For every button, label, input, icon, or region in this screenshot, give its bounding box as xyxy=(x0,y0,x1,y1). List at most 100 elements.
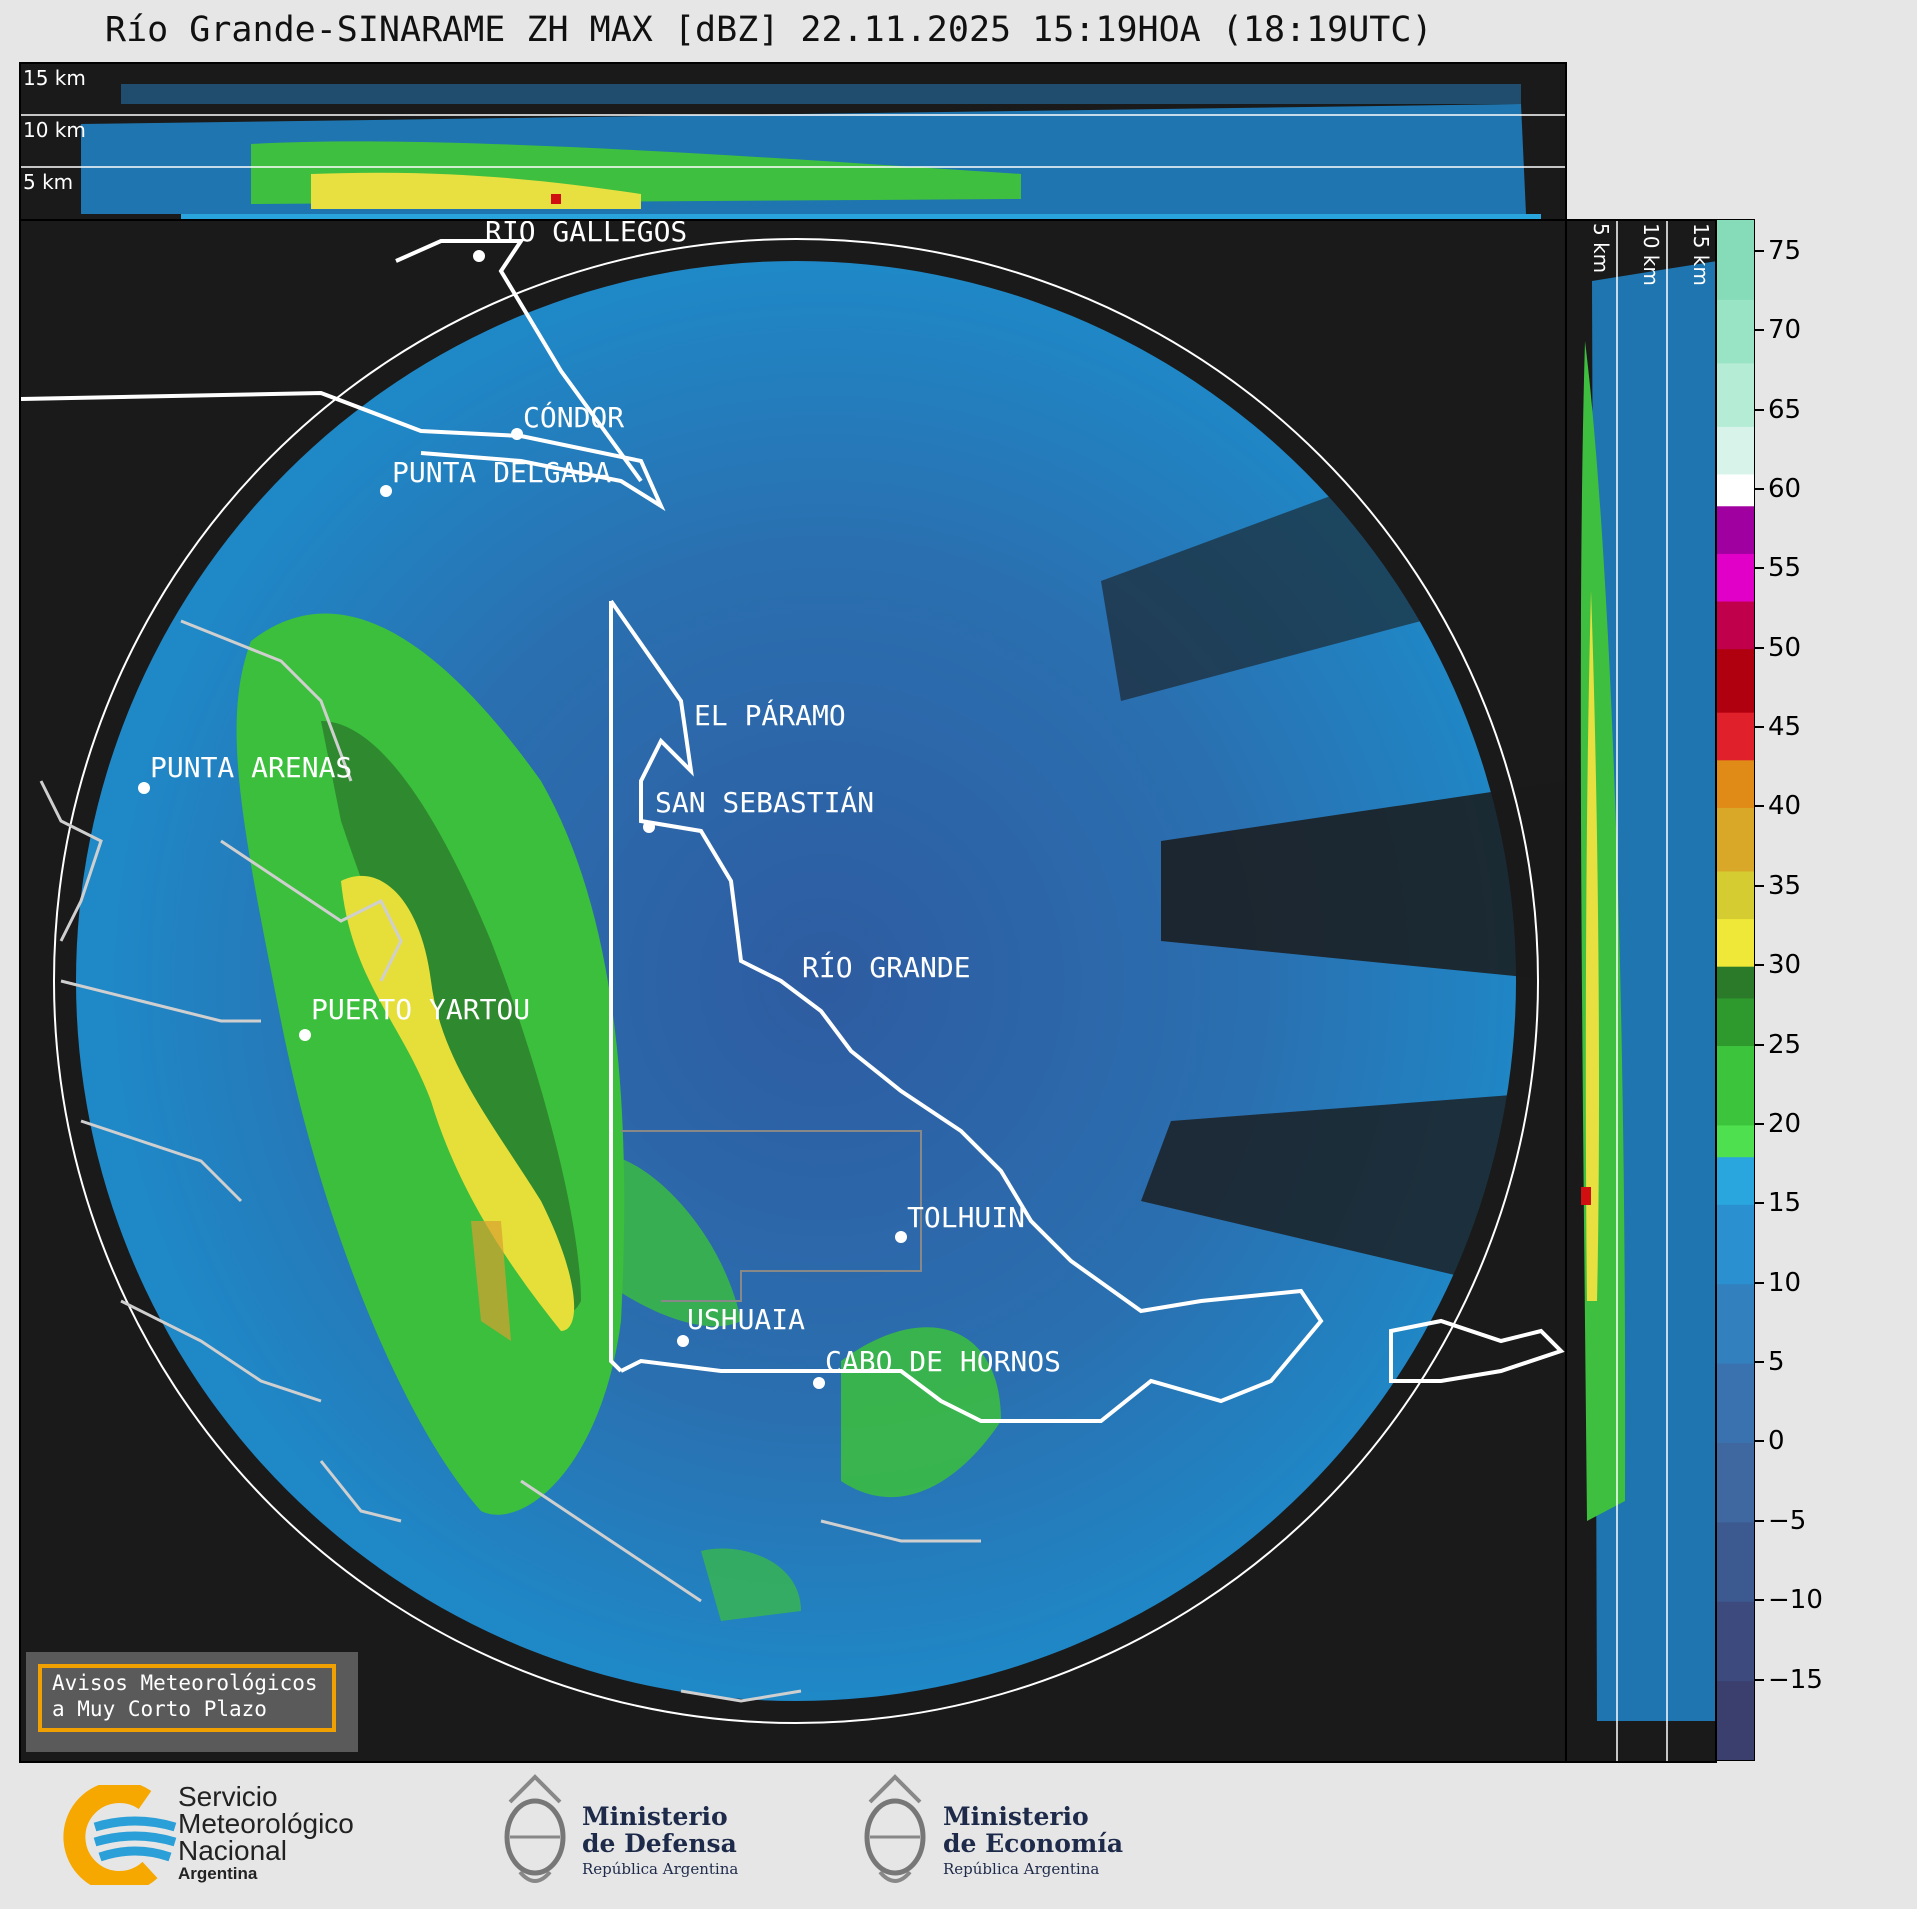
city-label-el-paramo: EL PÁRAMO xyxy=(694,699,846,732)
economia-sub: República Argentina xyxy=(943,1860,1100,1878)
colorbar-swatch xyxy=(1717,553,1754,602)
top-level-label: 10 km xyxy=(23,118,86,142)
city-label-puerto-yartou: PUERTO YARTOU xyxy=(311,993,531,1026)
colorbar-swatch xyxy=(1717,505,1754,554)
side-cross-section: 5 km 10 km 15 km xyxy=(1565,219,1717,1763)
smn-logo-icon xyxy=(63,1785,177,1885)
colorbar-tick-mark xyxy=(1755,1440,1764,1443)
colorbar-tick-label: 60 xyxy=(1768,473,1802,504)
colorbar-tick-label: 70 xyxy=(1768,315,1802,346)
colorbar-swatch xyxy=(1717,299,1754,364)
colorbar-tick-mark xyxy=(1755,1122,1764,1125)
border-line xyxy=(21,390,666,512)
warning-link[interactable]: Avisos Meteorológicos a Muy Corto Plazo xyxy=(38,1664,336,1732)
colorbar-tick-label: 25 xyxy=(1768,1029,1802,1060)
colorbar-tick-mark xyxy=(1755,329,1764,332)
smn-line-1: Servicio xyxy=(178,1781,278,1812)
page-title: Río Grande-SINARAME ZH MAX [dBZ] 22.11.2… xyxy=(105,10,1433,50)
colorbar-swatch xyxy=(1717,474,1754,507)
smn-line-3: Nacional xyxy=(178,1835,287,1866)
smn-line-2: Meteorológico xyxy=(178,1808,354,1839)
side-level-label: 15 km xyxy=(1689,223,1713,286)
colorbar-swatch xyxy=(1717,1156,1754,1205)
colorbar-tick-mark xyxy=(1755,726,1764,729)
range-ring xyxy=(53,238,1539,1724)
city-label-tolhuin: TOLHUIN xyxy=(907,1201,1026,1234)
warning-line-1: Avisos Meteorológicos xyxy=(52,1671,318,1695)
smn-line-4: Argentina xyxy=(178,1864,258,1883)
colorbar-swatches xyxy=(1717,220,1754,1761)
colorbar-swatch xyxy=(1717,1442,1754,1523)
side-level-label: 10 km xyxy=(1639,223,1663,286)
colorbar-tick-mark xyxy=(1755,805,1764,808)
city-label-punta-delgada: PUNTA DELGADA xyxy=(392,456,612,489)
colorbar-swatch xyxy=(1717,362,1754,427)
colorbar-tick-label: 65 xyxy=(1768,394,1802,425)
economia-line-2: de Economía xyxy=(943,1829,1124,1858)
colorbar-tick-label: −15 xyxy=(1768,1664,1823,1695)
colorbar-swatch xyxy=(1717,1363,1754,1443)
colorbar-tick-mark xyxy=(1755,1599,1764,1602)
colorbar-swatch xyxy=(1717,1204,1754,1285)
side-cross-section-echo xyxy=(1580,221,1715,1761)
colorbar-tick-label: 55 xyxy=(1768,553,1802,584)
colorbar-tick-mark xyxy=(1755,487,1764,490)
colorbar-swatch xyxy=(1717,648,1754,713)
colorbar-tick-label: −5 xyxy=(1768,1505,1807,1536)
city-label-punta-arenas: PUNTA ARENAS xyxy=(150,751,353,784)
colorbar-tick-mark xyxy=(1755,1043,1764,1046)
colorbar-swatch xyxy=(1717,807,1754,872)
radar-map: RÍO GALLEGOS CÓNDOR PUNTA DELGADA EL PÁR… xyxy=(19,219,1567,1763)
colorbar-swatch xyxy=(1717,1601,1754,1682)
colorbar-tick-label: 40 xyxy=(1768,791,1802,822)
warning-box[interactable]: Avisos Meteorológicos a Muy Corto Plazo xyxy=(26,1652,358,1752)
colorbar-tick-label: 20 xyxy=(1768,1108,1802,1139)
colorbar-tick-mark xyxy=(1755,964,1764,967)
colorbar-tick-mark xyxy=(1755,1202,1764,1205)
top-level-label: 5 km xyxy=(23,170,74,194)
smn-logo-text: Servicio Meteorológico Nacional Argentin… xyxy=(178,1783,354,1884)
defensa-sub: República Argentina xyxy=(582,1860,739,1878)
economia-line-1: Ministerio xyxy=(943,1802,1089,1831)
city-label-rio-grande: RÍO GRANDE xyxy=(802,951,971,984)
colorbar-swatch xyxy=(1717,966,1754,999)
colorbar-tick-mark xyxy=(1755,884,1764,887)
colorbar-tick-mark xyxy=(1755,408,1764,411)
colorbar-tick-label: −10 xyxy=(1768,1585,1823,1616)
colorbar-tick-label: 50 xyxy=(1768,632,1802,663)
argentina-seal-icon xyxy=(504,1774,566,1883)
top-cross-section-echo xyxy=(21,84,1565,219)
colorbar-swatch xyxy=(1717,1283,1754,1364)
colorbar-tick-mark xyxy=(1755,1281,1764,1284)
colorbar-swatch xyxy=(1717,870,1754,920)
colorbar-swatch xyxy=(1717,220,1754,300)
colorbar-tick-mark xyxy=(1755,249,1764,252)
colorbar-tick-mark xyxy=(1755,567,1764,570)
defensa-line-2: de Defensa xyxy=(582,1829,737,1858)
colorbar-tick-mark xyxy=(1755,1519,1764,1522)
colorbar-tick-label: 45 xyxy=(1768,712,1802,743)
colorbar-swatch xyxy=(1717,918,1754,967)
colorbar-tick-mark xyxy=(1755,1361,1764,1364)
colorbar-swatch xyxy=(1717,997,1754,1047)
top-level-label: 15 km xyxy=(23,66,86,90)
colorbar-tick-label: 30 xyxy=(1768,950,1802,981)
defensa-logo-text: Ministerio de Defensa xyxy=(582,1803,737,1857)
argentina-seal-icon xyxy=(864,1774,926,1883)
colorbar-swatch xyxy=(1717,426,1754,475)
colorbar-tick-label: 5 xyxy=(1768,1347,1785,1378)
colorbar-tick-label: 10 xyxy=(1768,1267,1802,1298)
colorbar-swatch xyxy=(1717,1521,1754,1602)
colorbar xyxy=(1716,219,1755,1761)
warning-line-2: a Muy Corto Plazo xyxy=(52,1697,267,1721)
colorbar-tick-label: 15 xyxy=(1768,1188,1802,1219)
city-label-rio-gallegos: RÍO GALLEGOS xyxy=(485,219,688,248)
defensa-line-1: Ministerio xyxy=(582,1802,728,1831)
colorbar-swatch xyxy=(1717,759,1754,808)
side-level-label: 5 km xyxy=(1589,223,1613,274)
city-label-condor: CÓNDOR xyxy=(523,401,625,434)
colorbar-tick-mark xyxy=(1755,1678,1764,1681)
colorbar-swatch xyxy=(1717,1124,1754,1158)
colorbar-tick-mark xyxy=(1755,646,1764,649)
economia-logo-text: Ministerio de Economía xyxy=(943,1803,1123,1857)
